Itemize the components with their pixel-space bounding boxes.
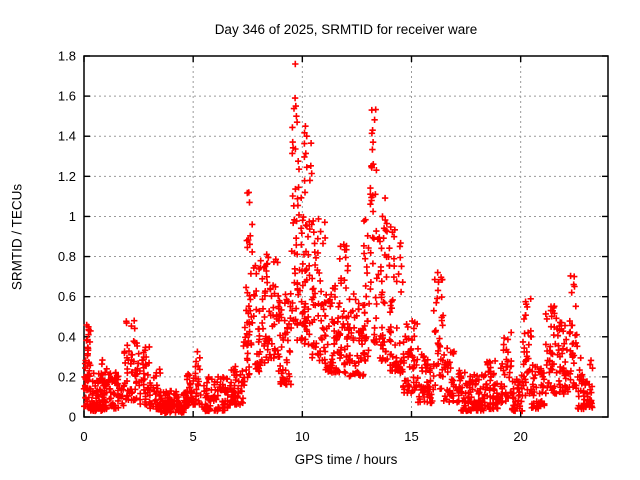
y-tick-label: 0	[69, 410, 76, 425]
y-tick-label: 1.8	[58, 49, 76, 64]
y-tick-label: 0.8	[58, 249, 76, 264]
x-tick-label: 5	[190, 429, 197, 444]
x-tick-label: 10	[295, 429, 309, 444]
y-tick-label: 1.6	[58, 89, 76, 104]
data-points	[80, 60, 596, 416]
y-tick-label: 0.2	[58, 369, 76, 384]
x-tick-label: 20	[513, 429, 527, 444]
plot-border	[83, 55, 609, 418]
y-tick-label: 0.6	[58, 289, 76, 304]
y-tick-label: 1.2	[58, 169, 76, 184]
y-tick-label: 1.4	[58, 129, 76, 144]
y-tick-label: 1	[69, 209, 76, 224]
x-tick-label: 0	[80, 429, 87, 444]
y-tick-label: 0.4	[58, 329, 76, 344]
x-tick-label: 15	[404, 429, 418, 444]
tick-labels: 0 5 10 15 20 0 0.2 0.4 0.6 0.8 1 1.2 1.4 1.6 1.8	[58, 49, 528, 445]
x-axis-label: GPS time / hours	[294, 452, 398, 467]
chart-title: Day 346 of 2025, SRMTID for receiver war…	[214, 22, 478, 37]
